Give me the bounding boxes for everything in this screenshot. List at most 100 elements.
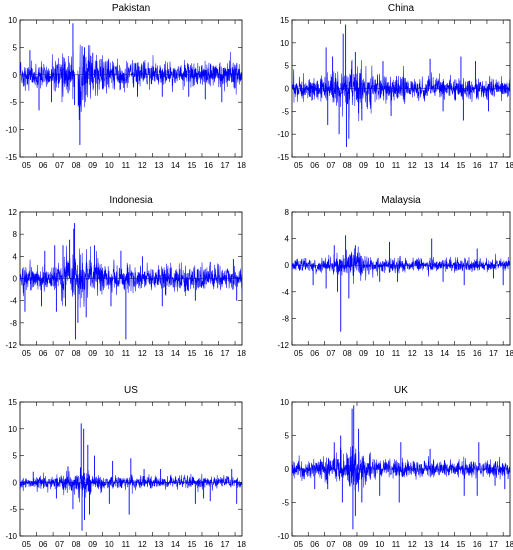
x-tick-label: 16 [473, 349, 482, 358]
x-tick-label: 07 [55, 161, 64, 170]
y-tick-label: -10 [277, 532, 289, 541]
y-tick-label: -10 [5, 532, 17, 541]
return-series-line [19, 245, 243, 308]
x-tick-label: 18 [237, 540, 246, 549]
x-tick-label: 18 [505, 349, 513, 358]
y-tick-label: -5 [282, 499, 290, 508]
y-tick-label: 10 [280, 39, 289, 48]
x-tick-label: 11 [392, 349, 401, 358]
x-tick-label: 17 [489, 349, 498, 358]
y-tick-label: 8 [285, 208, 290, 217]
x-tick-label: 16 [473, 161, 482, 170]
x-tick-label: 18 [505, 540, 513, 549]
return-series-line [291, 59, 511, 122]
y-tick-label: -10 [277, 130, 289, 139]
x-tick-label: 12 [138, 161, 147, 170]
x-tick-label: 15 [456, 540, 465, 549]
x-tick-label: 08 [343, 349, 352, 358]
y-tick-label: 0 [285, 465, 290, 474]
x-tick-label: 15 [456, 161, 465, 170]
y-tick-label: 10 [8, 16, 17, 25]
y-tick-label: -5 [10, 98, 18, 107]
y-tick-label: 0 [285, 85, 290, 94]
chart-title: Indonesia [109, 195, 153, 206]
x-tick-label: 10 [375, 349, 384, 358]
x-tick-label: 13 [424, 540, 433, 549]
x-tick-label: 09 [88, 349, 97, 358]
x-tick-label: 05 [294, 161, 303, 170]
y-tick-label: -5 [282, 107, 290, 116]
x-tick-label: 09 [359, 161, 368, 170]
x-tick-label: 11 [392, 161, 401, 170]
x-tick-label: 12 [138, 540, 147, 549]
x-tick-label: 13 [154, 540, 163, 549]
x-tick-label: 08 [72, 349, 81, 358]
x-tick-label: 12 [138, 349, 147, 358]
x-tick-label: 16 [204, 161, 213, 170]
y-tick-label: 0 [13, 275, 18, 284]
x-tick-label: 15 [187, 540, 196, 549]
x-tick-label: 15 [187, 349, 196, 358]
chart-panel-malaysia: Malaysia 8 4 0 -4 -8 -12 05 06 07 08 09 10 11 12 13 14 15… [277, 195, 513, 358]
chart-panel-china: China 15 10 5 0 -5 -10 -15 05 06 07 08 09 10 11 12 13 14 1… [277, 3, 513, 170]
x-tick-label: 15 [187, 161, 196, 170]
y-tick-label: 0 [285, 261, 290, 270]
x-tick-label: 11 [122, 161, 131, 170]
y-tick-label: 12 [8, 208, 17, 217]
x-tick-label: 15 [456, 349, 465, 358]
x-tick-label: 17 [221, 540, 230, 549]
x-tick-label: 14 [171, 161, 180, 170]
x-tick-label: 14 [171, 540, 180, 549]
chart-title: Pakistan [112, 3, 150, 14]
return-series-line [291, 246, 511, 284]
x-tick-label: 05 [22, 161, 31, 170]
chart-title: UK [394, 385, 408, 396]
x-tick-label: 06 [310, 540, 319, 549]
y-tick-label: 15 [280, 16, 289, 25]
chart-panel-uk: UK 10 5 0 -5 -10 05 06 07 08 09 10 11 12 13 14 15 16 17 18 [277, 385, 513, 549]
x-tick-label: 05 [294, 540, 303, 549]
y-tick-label: 8 [13, 230, 18, 239]
x-tick-label: 07 [327, 161, 336, 170]
x-tick-label: 13 [424, 161, 433, 170]
x-tick-label: 10 [105, 349, 114, 358]
chart-panel-pakistan: Pakistan 10 5 0 -5 -10 -15 05 06 07 08 09 10 11 12 13 14… [5, 3, 246, 170]
x-tick-label: 13 [424, 349, 433, 358]
y-tick-label: -12 [5, 341, 17, 350]
x-tick-label: 07 [327, 349, 336, 358]
y-tick-label: 4 [285, 235, 290, 244]
return-series-line [19, 44, 243, 121]
y-tick-label: 15 [8, 398, 17, 407]
y-tick-label: 5 [13, 43, 18, 52]
y-tick-label: -8 [282, 314, 290, 323]
x-tick-label: 17 [221, 161, 230, 170]
x-tick-label: 06 [310, 349, 319, 358]
x-tick-label: 10 [375, 540, 384, 549]
x-tick-label: 10 [375, 161, 384, 170]
x-tick-label: 14 [171, 349, 180, 358]
x-tick-label: 17 [489, 540, 498, 549]
x-tick-label: 07 [55, 349, 64, 358]
x-tick-label: 06 [310, 161, 319, 170]
y-tick-label: 4 [13, 252, 18, 261]
x-tick-label: 17 [221, 349, 230, 358]
chart-title: Malaysia [381, 195, 421, 206]
x-tick-label: 18 [505, 161, 513, 170]
x-tick-label: 08 [72, 161, 81, 170]
y-tick-label: -4 [282, 288, 290, 297]
x-tick-label: 10 [105, 161, 114, 170]
x-tick-label: 16 [473, 540, 482, 549]
x-tick-label: 18 [237, 161, 246, 170]
x-tick-label: 08 [72, 540, 81, 549]
x-tick-label: 11 [392, 540, 401, 549]
x-tick-label: 16 [204, 540, 213, 549]
y-tick-label: -15 [277, 153, 289, 162]
x-tick-label: 16 [204, 349, 213, 358]
plot-area [291, 211, 511, 346]
y-tick-label: -5 [10, 505, 18, 514]
x-tick-label: 13 [154, 349, 163, 358]
x-tick-label: 11 [122, 540, 131, 549]
x-tick-label: 09 [359, 349, 368, 358]
y-tick-label: -15 [5, 153, 17, 162]
